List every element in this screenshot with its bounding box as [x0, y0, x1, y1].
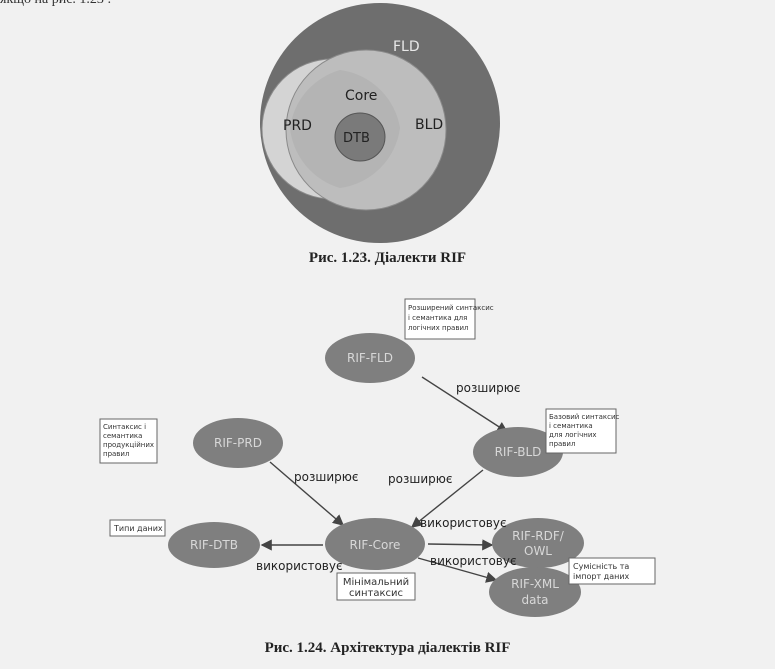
- note-fld: Розширений синтаксис і семантика для лог…: [405, 299, 494, 339]
- node-rif-xml-label-2: data: [521, 593, 548, 607]
- node-rif-core-label: RIF-Core: [350, 538, 401, 552]
- svg-text:для логічних: для логічних: [549, 431, 597, 439]
- edge-label-bld-core: розширює: [388, 472, 452, 486]
- svg-text:синтаксис: синтаксис: [349, 588, 403, 599]
- svg-text:семантика: семантика: [103, 432, 142, 440]
- core-label: Core: [345, 88, 377, 104]
- edge-label-core-rdf: використовує: [430, 554, 517, 568]
- node-rif-dtb-label: RIF-DTB: [190, 538, 238, 552]
- venn-diagram: FLD Core PRD BLD DTB: [260, 3, 500, 243]
- edge-label-core-bld: використовує: [420, 516, 507, 530]
- architecture-diagram: RIF-FLD RIF-PRD RIF-BLD RIF-Core RIF-DTB…: [100, 299, 655, 617]
- node-rif-fld-label: RIF-FLD: [347, 351, 393, 365]
- svg-text:продукційних: продукційних: [103, 441, 154, 449]
- svg-text:Типи даних: Типи даних: [113, 524, 163, 533]
- node-rif-xml-data: [489, 567, 581, 617]
- svg-text:правил: правил: [103, 450, 129, 458]
- svg-text:логічних правил: логічних правил: [408, 324, 468, 332]
- svg-text:і семантика: і семантика: [549, 422, 593, 430]
- figure-1-24-caption: Рис. 1.24. Архітектура діалектів RIF: [0, 640, 775, 657]
- svg-text:Розширений синтаксис: Розширений синтаксис: [408, 304, 494, 312]
- svg-text:Синтаксис і: Синтаксис і: [103, 423, 146, 431]
- bld-label: BLD: [415, 117, 443, 133]
- node-rif-rdf-label-2: OWL: [524, 544, 552, 558]
- node-rif-rdf-label-1: RIF-RDF/: [512, 529, 565, 543]
- svg-text:імпорт даних: імпорт даних: [573, 572, 630, 581]
- svg-text:і семантика для: і семантика для: [408, 314, 467, 322]
- prd-label: PRD: [283, 118, 312, 134]
- node-rif-bld-label: RIF-BLD: [495, 445, 542, 459]
- note-dtb: Типи даних: [110, 520, 165, 536]
- edge-label-fld-bld: розширює: [456, 381, 520, 395]
- svg-text:Мінімальний: Мінімальний: [343, 576, 409, 588]
- figure-1-23-caption: Рис. 1.23. Діалекти RIF: [0, 250, 775, 267]
- note-bld: Базовий синтаксис і семантика для логічн…: [546, 409, 620, 453]
- dtb-label: DTB: [343, 131, 370, 146]
- note-xml: Сумісність та імпорт даних: [569, 558, 655, 584]
- edge-core-rdf: [428, 544, 492, 545]
- fld-label: FLD: [393, 39, 420, 55]
- svg-text:Базовий синтаксис: Базовий синтаксис: [549, 413, 620, 421]
- note-prd: Синтаксис і семантика продукційних прави…: [100, 419, 157, 463]
- edge-label-prd-core: розширює: [294, 470, 358, 484]
- svg-text:Сумісність та: Сумісність та: [573, 562, 629, 571]
- node-rif-xml-label-1: RIF-XML: [511, 577, 559, 591]
- edge-label-core-dtb: використовує: [256, 559, 343, 573]
- svg-text:правил: правил: [549, 440, 575, 448]
- note-core: Мінімальний синтаксис: [337, 573, 415, 600]
- node-rif-prd-label: RIF-PRD: [214, 436, 262, 450]
